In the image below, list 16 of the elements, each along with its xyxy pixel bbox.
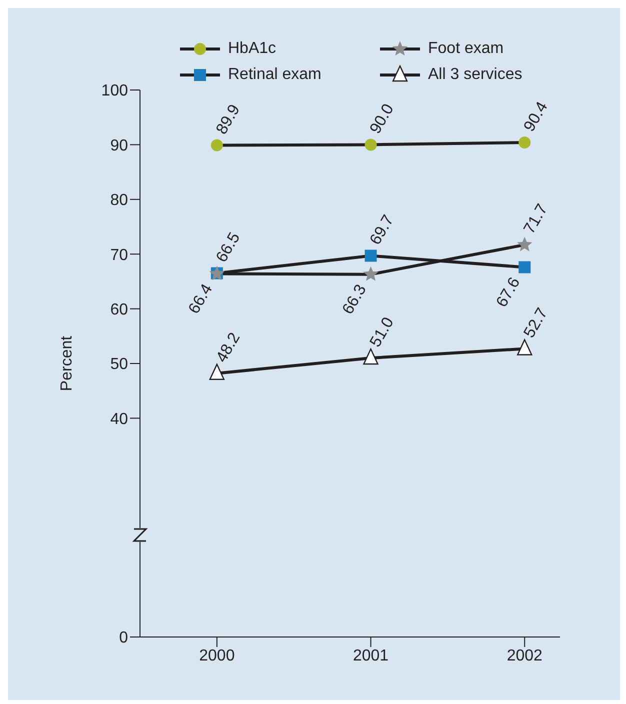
legend-label: Foot exam	[428, 40, 504, 58]
legend-label: Retinal exam	[228, 66, 322, 84]
y-tick-label: 90	[110, 137, 128, 154]
y-tick-label: 70	[110, 246, 128, 264]
y-tick-label: 0	[119, 630, 128, 647]
y-tick-label: 40	[110, 410, 128, 428]
y-axis-title: Percent	[58, 335, 76, 392]
y-tick-label: 60	[110, 301, 128, 318]
legend-label: HbA1c	[228, 40, 276, 58]
y-tick-label: 80	[110, 192, 128, 210]
legend-label: All 3 services	[428, 66, 522, 84]
x-tick-label: 2002	[506, 647, 543, 664]
y-tick-label: 50	[110, 356, 128, 374]
x-tick-label: 2001	[352, 647, 389, 664]
x-tick-label: 2000	[199, 647, 235, 664]
y-tick-label: 100	[101, 82, 128, 100]
